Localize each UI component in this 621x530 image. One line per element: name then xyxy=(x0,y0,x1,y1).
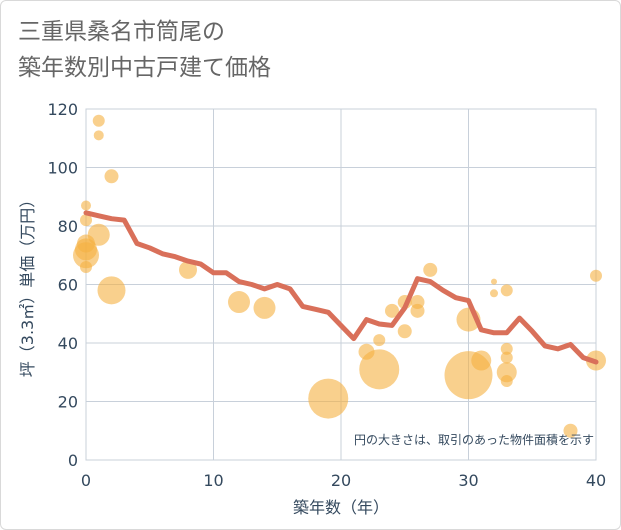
bubble-point xyxy=(490,289,498,298)
bubble-point xyxy=(73,242,99,269)
bubble-point xyxy=(590,269,602,282)
average-price-line xyxy=(83,210,599,365)
bubble-point xyxy=(228,291,250,314)
size-legend-note: 円の大きさは、取引のあった物件面積を示す xyxy=(354,432,594,447)
bubble-point xyxy=(81,200,91,211)
bubble-point xyxy=(491,278,497,285)
x-tick-label: 0 xyxy=(81,471,91,490)
y-tick-label: 20 xyxy=(58,393,78,412)
bubble-point xyxy=(97,276,126,305)
bubble-point xyxy=(471,350,492,371)
bubble-point xyxy=(500,351,513,364)
bubble-point xyxy=(80,214,92,227)
bubble-point xyxy=(500,375,513,388)
bubble-point xyxy=(87,223,110,246)
bubble-point xyxy=(563,423,578,438)
bubble-point xyxy=(500,284,513,297)
x-tick-label: 20 xyxy=(331,471,351,490)
bubble-point xyxy=(496,362,517,383)
bubble-point xyxy=(397,324,412,339)
bubble-point xyxy=(359,349,400,390)
x-tick-label: 30 xyxy=(458,471,478,490)
bubble-point xyxy=(500,342,513,355)
bubble-point xyxy=(253,296,276,319)
bubble-point xyxy=(410,303,425,318)
bubble-point xyxy=(92,114,105,127)
y-tick-label: 40 xyxy=(58,334,78,353)
bubble-point xyxy=(104,169,119,184)
y-axis-label: 坪（3.3㎡）単価（万円） xyxy=(18,192,37,377)
tick-labels: 0 20 40 60 80 100 120 0 10 20 30 40 xyxy=(47,100,606,490)
x-tick-label: 10 xyxy=(203,471,223,490)
trend-line-layer xyxy=(83,210,599,365)
bubble-point xyxy=(308,378,349,419)
bubble-point xyxy=(93,130,104,141)
bubble-point xyxy=(385,303,399,318)
chart-title: 三重県桑名市筒尾の 築年数別中古戸建て価格 xyxy=(18,19,271,81)
x-tick-label: 40 xyxy=(586,471,606,490)
bubble-point xyxy=(179,260,197,279)
x-axis-label: 築年数（年） xyxy=(293,498,389,517)
y-tick-label: 80 xyxy=(58,217,78,236)
bubble-layer xyxy=(73,114,606,438)
bubble-point xyxy=(80,260,92,273)
bubble-point xyxy=(373,334,386,347)
grid xyxy=(85,108,597,461)
y-tick-label: 60 xyxy=(58,276,78,295)
y-tick-label: 120 xyxy=(47,100,78,119)
y-tick-label: 100 xyxy=(47,159,78,178)
bubble-point xyxy=(423,262,438,277)
y-tick-label: 0 xyxy=(68,451,78,470)
